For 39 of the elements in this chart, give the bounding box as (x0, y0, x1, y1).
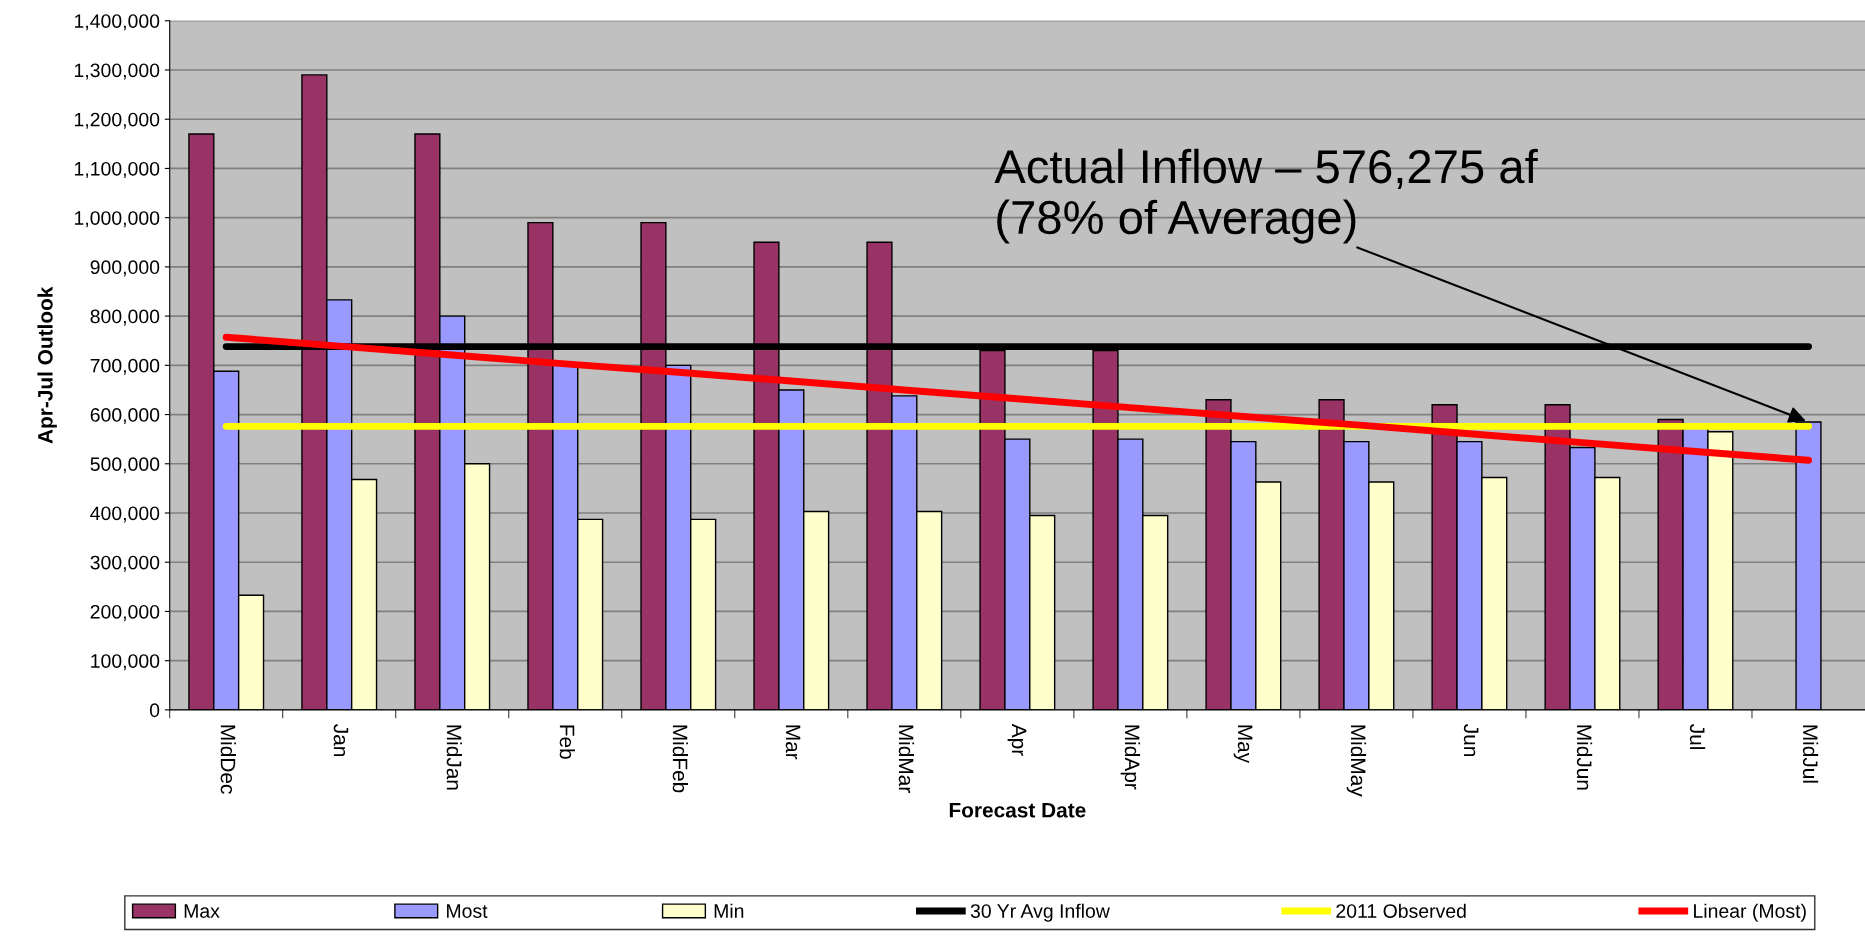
y-tick-label: 0 (149, 703, 160, 718)
legend-label: Most (447, 904, 488, 918)
x-tick-label: MidJul (1802, 725, 1819, 783)
x-tick-label: MidApr (1120, 725, 1141, 790)
legend-label: Linear (Most) (1694, 903, 1806, 922)
x-tick-label: MidJan (446, 725, 462, 790)
y-tick-label: 1,100,000 (74, 161, 160, 178)
x-tick-label: MidDec (220, 725, 236, 794)
x-tick-label: Apr (1007, 723, 1027, 756)
legend-label: Min (714, 903, 744, 918)
y-tick-label: 100,000 (91, 654, 160, 671)
x-tick-label: Jul (1689, 724, 1706, 750)
legend-label: Max (184, 904, 220, 918)
x-tick-label: MidMay (1346, 725, 1367, 797)
y-tick-label: 400,000 (90, 506, 160, 523)
x-tick-label: Jun (1463, 724, 1479, 757)
legend-label: 2011 Observed (1336, 903, 1466, 918)
x-tick-label: MidJun (1576, 725, 1593, 790)
y-tick-label: 1,200,000 (74, 112, 160, 129)
y-tick-label: 700,000 (90, 358, 160, 375)
x-axis-title: Forecast Date (949, 803, 1086, 818)
y-axis-title: Apr-Jul Outlook (37, 286, 57, 444)
y-tick-label: 900,000 (90, 260, 160, 277)
x-tick-label: Feb (559, 725, 575, 759)
legend-label: 30 Yr Avg Inflow (970, 903, 1110, 922)
y-tick-label: 300,000 (90, 555, 160, 572)
x-tick-label: May (1233, 725, 1253, 764)
y-tick-label: 1,400,000 (74, 14, 160, 31)
x-tick-label: MidFeb (672, 725, 689, 793)
y-tick-label: 800,000 (90, 309, 160, 326)
y-tick-label: 200,000 (90, 604, 160, 621)
y-tick-label: 600,000 (90, 408, 160, 425)
x-tick-label: Mar (785, 725, 801, 760)
x-tick-label: Jan (333, 724, 349, 757)
y-tick-label: 1,000,000 (74, 211, 160, 228)
y-tick-label: 500,000 (90, 457, 160, 474)
y-tick-label: 1,300,000 (74, 63, 160, 80)
annotation: Actual Inflow – 576,275 af (78% of Average) (994, 148, 1538, 244)
x-tick-label: MidMar (898, 725, 915, 793)
